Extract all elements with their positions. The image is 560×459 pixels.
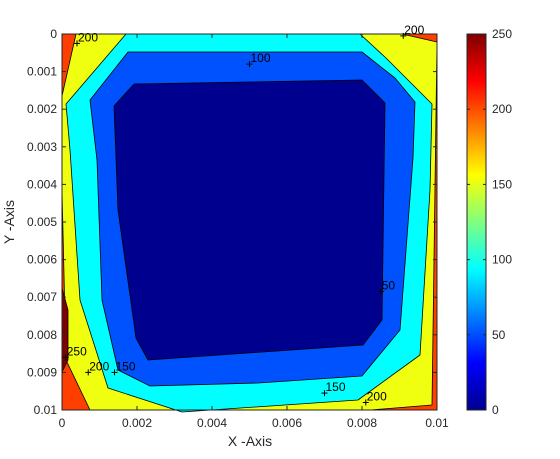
y-tick-label: 0.002	[27, 102, 57, 116]
contour-label: 50	[382, 279, 396, 293]
contour-label: 100	[251, 51, 271, 65]
y-tick-label: 0.01	[34, 403, 58, 417]
y-tick-label: 0.006	[27, 253, 57, 267]
colorbar-tick-label: 50	[492, 328, 506, 342]
x-tick-label: 0.01	[425, 416, 449, 430]
x-tick-label: 0.008	[347, 416, 377, 430]
contour-label: 200	[78, 30, 98, 44]
colorbar-tick-label: 150	[492, 177, 512, 191]
contour-label: 150	[326, 380, 346, 394]
contour-label: 200	[89, 359, 109, 373]
contour-label: 200	[404, 23, 424, 37]
colorbar-tick-label: 250	[492, 27, 512, 41]
x-tick-label: 0	[59, 416, 66, 430]
contour-label: 150	[116, 359, 136, 373]
colorbar: 0 50 100 150 200 250	[466, 27, 512, 417]
x-axis: 0 0.002 0.004 0.006 0.008 0.01	[59, 34, 449, 430]
colorbar-bar	[466, 33, 487, 411]
y-axis: 0 0.001 0.002 0.003 0.004 0.005 0.006 0.007 0.00…	[27, 27, 437, 417]
y-tick-label: 0.004	[27, 177, 57, 191]
y-tick-label: 0.003	[27, 140, 57, 154]
y-tick-label: 0.008	[27, 328, 57, 342]
y-tick-label: 0.009	[27, 365, 57, 379]
contour-label: 200	[367, 389, 387, 403]
y-tick-label: 0.007	[27, 290, 57, 304]
x-tick-label: 0.002	[122, 416, 152, 430]
contour-label: 250	[67, 344, 87, 358]
y-axis-label: Y -Axis	[1, 200, 17, 244]
colorbar-tick-label: 100	[492, 253, 512, 267]
y-tick-label: 0.005	[27, 215, 57, 229]
colorbar-tick-label: 0	[492, 403, 499, 417]
x-axis-label: X -Axis	[228, 433, 272, 449]
x-tick-label: 0.006	[272, 416, 302, 430]
y-tick-label: 0.001	[27, 65, 57, 79]
y-tick-label: 0	[50, 27, 57, 41]
plot-area	[61, 33, 438, 413]
x-tick-label: 0.004	[197, 416, 227, 430]
colorbar-tick-label: 200	[492, 102, 512, 116]
band-0	[113, 79, 386, 361]
